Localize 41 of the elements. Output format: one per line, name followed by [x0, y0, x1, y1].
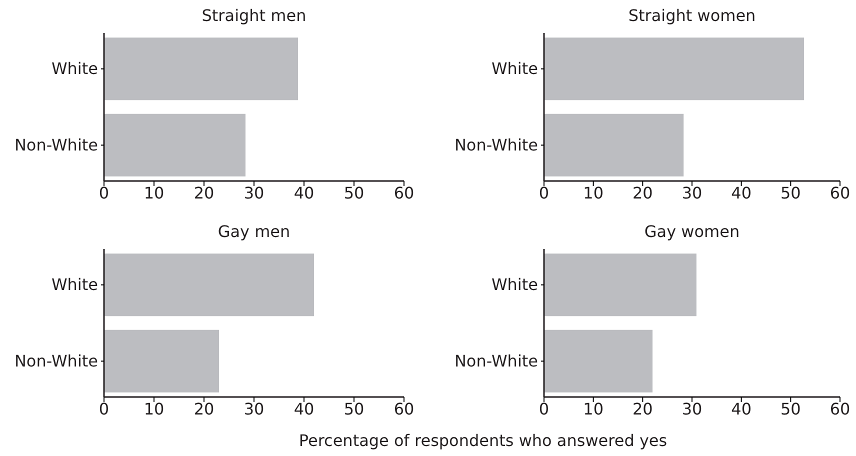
x-tick-label: 60	[830, 184, 850, 203]
x-tick-label: 40	[294, 184, 314, 203]
x-tick-label: 50	[780, 400, 801, 419]
y-tick-label: Non-White	[454, 351, 538, 370]
y-tick-label: White	[491, 58, 538, 78]
x-tick-label: 10	[144, 184, 164, 203]
x-tick-label: 20	[194, 400, 214, 419]
x-tick-label: 60	[830, 400, 850, 419]
chart-title: Straight women	[628, 6, 756, 25]
chart-title: Straight men	[202, 6, 306, 25]
y-tick-label: Non-White	[454, 135, 538, 154]
x-axis-title: Percentage of respondents who answered yes	[298, 431, 668, 450]
x-tick-label: 30	[244, 400, 264, 419]
x-tick-label: 60	[394, 184, 414, 203]
x-tick-label: 50	[344, 184, 364, 203]
x-tick-label: 10	[583, 400, 604, 419]
x-tick-label: 30	[682, 184, 702, 203]
x-tick-label: 0	[98, 400, 110, 419]
x-tick-label: 20	[632, 400, 653, 419]
y-tick-label: White	[491, 274, 538, 294]
x-tick-label: 50	[780, 184, 801, 203]
chart-title: Gay women	[644, 222, 740, 241]
x-tick-label: 30	[682, 400, 702, 419]
x-tick-label: 30	[244, 184, 264, 203]
x-tick-label: 10	[583, 184, 604, 203]
chart-title: Gay men	[218, 222, 290, 241]
x-tick-label: 40	[731, 400, 752, 419]
y-tick-label: White	[51, 58, 98, 78]
x-tick-label: 0	[98, 184, 110, 203]
y-tick-label: Non-White	[14, 351, 98, 370]
x-tick-label: 20	[194, 184, 214, 203]
x-tick-label: 50	[344, 400, 364, 419]
x-tick-label: 60	[394, 400, 414, 419]
x-tick-label: 20	[632, 184, 653, 203]
y-tick-label: Non-White	[14, 135, 98, 154]
x-tick-label: 40	[731, 184, 752, 203]
y-tick-label: White	[51, 274, 98, 294]
x-tick-label: 0	[538, 400, 550, 419]
x-tick-label: 0	[538, 184, 550, 203]
x-tick-label: 40	[294, 400, 314, 419]
x-tick-label: 10	[144, 400, 164, 419]
